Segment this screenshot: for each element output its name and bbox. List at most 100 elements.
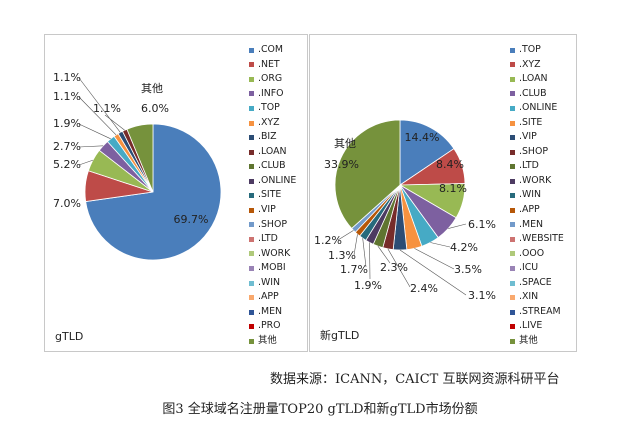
gtld-data-label: 69.7%: [174, 213, 209, 226]
legend-label: .CLUB: [258, 160, 286, 172]
new-gtld-legend-item: .ONLINE: [510, 101, 564, 116]
legend-label: .LIVE: [519, 320, 543, 332]
legend-label: .SPACE: [519, 276, 552, 288]
gtld-data-label: 6.0%: [141, 102, 169, 115]
legend-swatch: [249, 149, 254, 155]
gtld-leader-line: [78, 145, 104, 148]
new-gtld-legend-item: .LOAN: [510, 72, 564, 87]
legend-label: .XIN: [519, 291, 539, 303]
legend-swatch: [510, 324, 515, 330]
gtld-legend-item: .BIZ: [249, 130, 296, 145]
new-gtld-legend-item: .STREAM: [510, 305, 564, 320]
legend-swatch: [510, 135, 515, 141]
new-gtld-data-label: 8.4%: [436, 158, 464, 171]
new-gtld-data-label: 1.9%: [354, 279, 382, 292]
legend-swatch: [510, 164, 515, 170]
new-gtld-legend-item: 其他: [510, 334, 564, 349]
legend-swatch: [510, 222, 515, 228]
gtld-legend-item: .TOP: [249, 101, 296, 116]
legend-label: .VIP: [519, 131, 537, 143]
gtld-legend-item: .PRO: [249, 319, 296, 334]
gtld-data-label: 1.1%: [53, 71, 81, 84]
gtld-legend-item: .COM: [249, 43, 296, 58]
legend-label: .SITE: [258, 189, 282, 201]
gtld-data-label: 2.7%: [53, 140, 81, 153]
new-gtld-legend-item: .XYZ: [510, 58, 564, 73]
gtld-legend-item: .SHOP: [249, 218, 296, 233]
new-gtld-chart-panel: 14.4% 8.4% 8.1% 6.1% 4.2% 3.5% 3.1% 2.4% 2.3% 1.9…: [309, 34, 577, 352]
new-gtld-leader-line: [362, 238, 367, 268]
gtld-leader-line: [78, 123, 111, 140]
gtld-legend-item: .MEN: [249, 305, 296, 320]
legend-swatch: [510, 295, 515, 301]
legend-swatch: [510, 309, 515, 315]
new-gtld-legend-item: .ICU: [510, 261, 564, 276]
new-gtld-legend-item: .CLUB: [510, 87, 564, 102]
gtld-data-label: 1.9%: [53, 117, 81, 130]
new-gtld-pie-chart: 14.4% 8.4% 8.1% 6.1% 4.2% 3.5% 3.1% 2.4%2.3% 1.9…: [314, 119, 496, 302]
legend-swatch: [249, 338, 254, 344]
gtld-legend-item: .NET: [249, 58, 296, 73]
gtld-legend-item: .XYZ: [249, 116, 296, 131]
gtld-legend-item: .SITE: [249, 188, 296, 203]
new-gtld-legend-item: .SHOP: [510, 145, 564, 160]
gtld-legend-item: .APP: [249, 290, 296, 305]
legend-swatch: [510, 193, 515, 199]
legend-swatch: [249, 295, 254, 301]
new-gtld-data-label: 33.9%: [324, 158, 359, 171]
legend-swatch: [510, 105, 515, 111]
legend-label: .SITE: [519, 116, 543, 128]
legend-swatch: [249, 207, 254, 213]
new-gtld-data-label: 3.5%: [454, 263, 482, 276]
gtld-legend-item: .LTD: [249, 232, 296, 247]
new-gtld-legend: .TOP .XYZ .LOAN .CLUB .ONLINE .SITE .VIP .SHOP.…: [510, 43, 564, 348]
legend-label: .PRO: [258, 320, 281, 332]
gtld-pie-chart: 69.7% 7.0% 5.2% 2.7% 1.9% 1.1% 1.1% 1.1% 6.0% 其他: [53, 71, 222, 261]
new-gtld-legend-item: .SPACE: [510, 276, 564, 291]
legend-label: .XYZ: [519, 58, 541, 70]
gtld-legend-item: .MOBI: [249, 261, 296, 276]
legend-swatch: [249, 193, 254, 199]
legend-label: .ORG: [258, 73, 283, 85]
new-gtld-data-label: 1.7%: [340, 263, 368, 276]
legend-swatch: [249, 47, 254, 53]
new-gtld-other-name-label: 其他: [334, 137, 356, 150]
legend-swatch: [249, 251, 254, 257]
gtld-legend-item: .WORK: [249, 247, 296, 262]
new-gtld-data-label: 1.2%: [314, 234, 342, 247]
legend-swatch: [510, 149, 515, 155]
legend-label: .TOP: [258, 102, 280, 114]
new-gtld-data-label: 4.2%: [450, 241, 478, 254]
legend-swatch: [249, 91, 254, 97]
new-gtld-leader-line: [399, 249, 467, 296]
gtld-data-label: 1.1%: [93, 102, 121, 115]
gtld-chart-panel: 69.7% 7.0% 5.2% 2.7% 1.9% 1.1% 1.1% 1.1% 6.0% 其他 …: [44, 34, 308, 352]
legend-label: .INFO: [258, 87, 284, 99]
new-gtld-data-label: 14.4%: [405, 131, 440, 144]
new-gtld-legend-item: .WORK: [510, 174, 564, 189]
legend-label: .BIZ: [258, 131, 277, 143]
legend-swatch: [249, 280, 254, 286]
legend-label: .ICU: [519, 262, 539, 274]
new-gtld-legend-item: .SITE: [510, 116, 564, 131]
legend-swatch: [510, 91, 515, 97]
gtld-leader-line: [78, 96, 117, 136]
gtld-legend-item: .INFO: [249, 87, 296, 102]
gtld-data-label: 5.2%: [53, 158, 81, 171]
new-gtld-slice: [399, 119, 455, 186]
legend-swatch: [249, 178, 254, 184]
gtld-legend-item: .WIN: [249, 276, 296, 291]
legend-swatch: [249, 265, 254, 271]
legend-swatch: [510, 251, 515, 257]
new-gtld-legend-item: .WEBSITE: [510, 232, 564, 247]
new-gtld-legend-item: .LTD: [510, 159, 564, 174]
gtld-legend-item: .ONLINE: [249, 174, 296, 189]
gtld-legend-item: 其他: [249, 334, 296, 349]
legend-swatch: [510, 178, 515, 184]
gtld-leader-line: [78, 77, 121, 133]
new-gtld-leader-line: [387, 248, 411, 288]
legend-swatch: [249, 222, 254, 228]
new-gtld-legend-item: .OOO: [510, 247, 564, 262]
legend-swatch: [249, 105, 254, 111]
legend-label: .NET: [258, 58, 280, 70]
